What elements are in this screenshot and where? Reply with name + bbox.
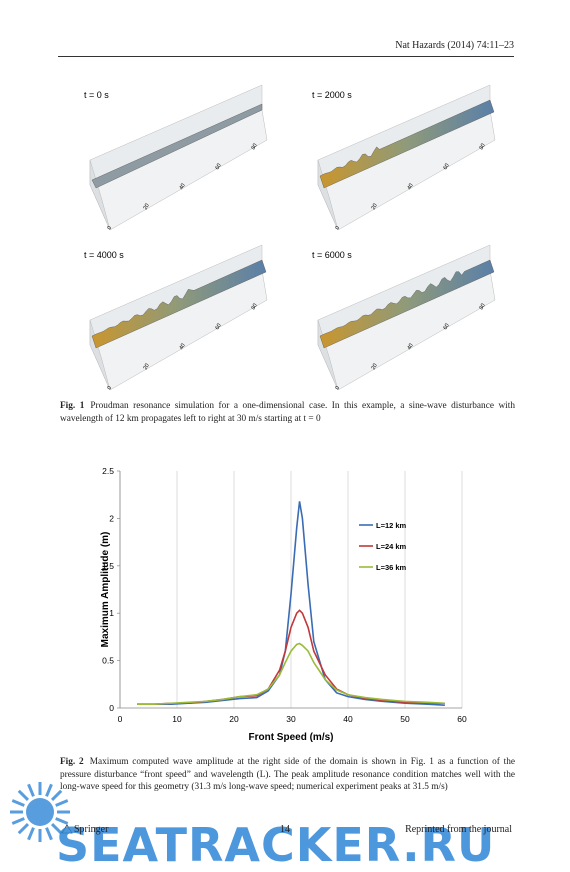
icon-ray [27, 827, 35, 841]
water-surface [91, 259, 267, 349]
panel-label: t = 6000 s [312, 250, 352, 260]
legend-label: L=24 km [376, 542, 407, 551]
footer-note: Reprinted from the journal [405, 824, 512, 835]
axis-tick-label: 40 [407, 183, 415, 191]
y-tick-label: 0.5 [102, 656, 114, 666]
panel-label: t = 2000 s [312, 90, 352, 100]
panel: t = 6000 s 0 20 40 60 80 [312, 244, 496, 391]
legend-label: L=36 km [376, 563, 407, 572]
footer-publisher: Springer [74, 824, 109, 835]
icon-ray [11, 817, 25, 825]
page: {"header":{"journal":"Nat Hazards (2014)… [10, 40, 515, 872]
icon-ray [45, 827, 53, 841]
y-tick-label: 1 [109, 608, 114, 618]
axis-tick-label: 0 [335, 385, 342, 391]
x-tick-label: 60 [457, 714, 467, 724]
y-axis-title: Maximum Amplitude (m) [100, 532, 111, 648]
y-tick-label: 0 [109, 703, 114, 713]
axis-tick-label: 40 [179, 343, 187, 351]
icon-ray [27, 783, 35, 797]
icon-ray [17, 789, 30, 802]
caption-text: Proudman resonance simulation for a one-… [60, 401, 515, 424]
axis-tick-label: 0 [107, 385, 114, 391]
axis-tick-label: 0 [335, 225, 342, 231]
footer-page: 14 [280, 824, 290, 835]
x-tick-label: 10 [172, 714, 182, 724]
water-surface [319, 99, 495, 189]
axis-tick-label: 60 [215, 323, 223, 331]
water-surface [91, 103, 263, 189]
header-rule [58, 56, 514, 57]
axis-tick-label: 20 [143, 363, 151, 371]
icon-ray [55, 799, 69, 807]
journal-header: Nat Hazards (2014) 74:11–23 [395, 40, 514, 51]
x-tick-label: 40 [343, 714, 353, 724]
series-line [137, 642, 445, 706]
panel: t = 2000 s 0 20 40 60 80 [312, 84, 496, 231]
axis-tick-label: 0 [107, 225, 114, 231]
caption-label: Fig. 1 [60, 401, 85, 411]
icon-core [26, 798, 54, 826]
icon-ray [45, 783, 53, 797]
panel-label: t = 0 s [84, 90, 109, 100]
axis-tick-label: 20 [371, 363, 379, 371]
legend-label: L=12 km [376, 521, 407, 530]
x-tick-label: 0 [118, 714, 123, 724]
axis-tick-label: 80 [479, 143, 487, 151]
axis-tick-label: 80 [251, 143, 259, 151]
x-tick-label: 20 [229, 714, 239, 724]
icon-ray [11, 799, 25, 807]
panel: t = 0 s 0 20 40 60 80 [84, 84, 268, 231]
x-tick-label: 30 [286, 714, 296, 724]
panel: t = 4000 s 0 20 40 60 80 [84, 244, 268, 391]
axis-tick-label: 40 [407, 343, 415, 351]
axis-tick-label: 60 [443, 323, 451, 331]
x-tick-label: 50 [400, 714, 410, 724]
y-tick-label: 2 [109, 513, 114, 523]
icon-ray [55, 817, 69, 825]
axis-tick-label: 60 [443, 163, 451, 171]
figure1-caption: Fig. 1 Proudman resonance simulation for … [60, 400, 515, 425]
axis-tick-label: 20 [371, 203, 379, 211]
watermark-icon [10, 782, 70, 842]
series-line [137, 501, 445, 706]
axis-tick-label: 60 [215, 163, 223, 171]
icon-ray [50, 822, 63, 835]
axis-tick-label: 80 [479, 303, 487, 311]
icon-ray [17, 822, 30, 835]
axis-tick-label: 40 [179, 183, 187, 191]
y-tick-label: 1.5 [102, 561, 114, 571]
axis-tick-label: 20 [143, 203, 151, 211]
figure2-caption: Fig. 2 Maximum computed wave amplitude at… [60, 756, 515, 794]
caption-label: Fig. 2 [60, 757, 84, 767]
x-axis-title: Front Speed (m/s) [248, 732, 333, 743]
water-surface [319, 259, 495, 349]
axis-tick-label: 80 [251, 303, 259, 311]
springer-logo [61, 824, 73, 834]
icon-ray [50, 789, 63, 802]
caption-text: Maximum computed wave amplitude at the r… [60, 757, 515, 793]
y-tick-label: 2.5 [102, 466, 114, 476]
panel-label: t = 4000 s [84, 250, 124, 260]
